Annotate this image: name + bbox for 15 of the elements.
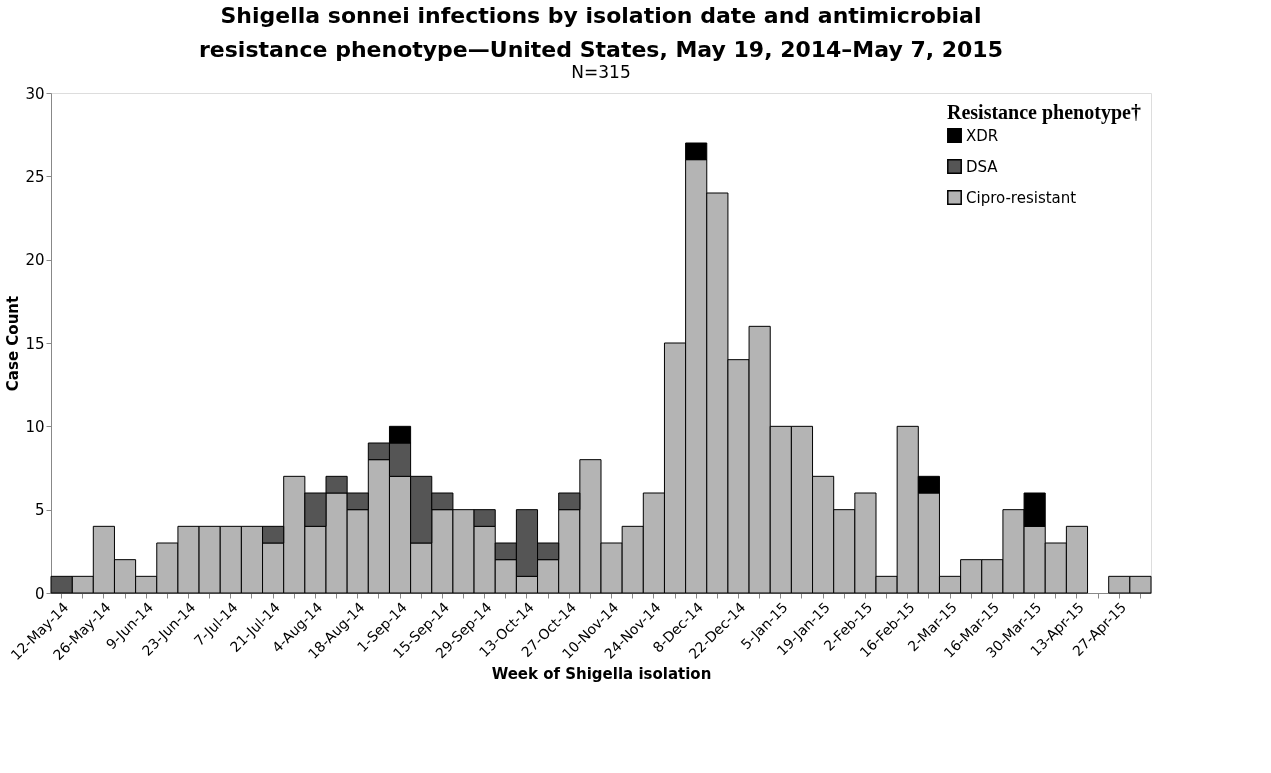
y-tick-label: 30	[25, 84, 45, 103]
y-tick-label: 0	[34, 584, 45, 603]
legend-label: Cipro-resistant	[966, 188, 1077, 207]
y-tick-label: 20	[25, 251, 45, 270]
chart-subtitle: N=315	[571, 62, 631, 82]
y-tick-label: 10	[25, 417, 45, 436]
y-axis-title: Case Count	[4, 295, 23, 392]
x-axis-title: Week of Shigella isolation	[491, 665, 712, 684]
legend-label: DSA	[966, 157, 999, 176]
legend-title: Resistance phenotype†	[947, 101, 1141, 124]
y-tick-label: 15	[25, 334, 45, 353]
chart-title: Shigella sonnei infections by isolation date and antimicrobial resistance phenotype—United States, May 19, 2014–May 7, 2015	[199, 3, 1003, 62]
y-tick-label: 5	[34, 501, 45, 520]
y-tick-label: 25	[25, 167, 45, 186]
legend-label: XDR	[966, 126, 999, 145]
